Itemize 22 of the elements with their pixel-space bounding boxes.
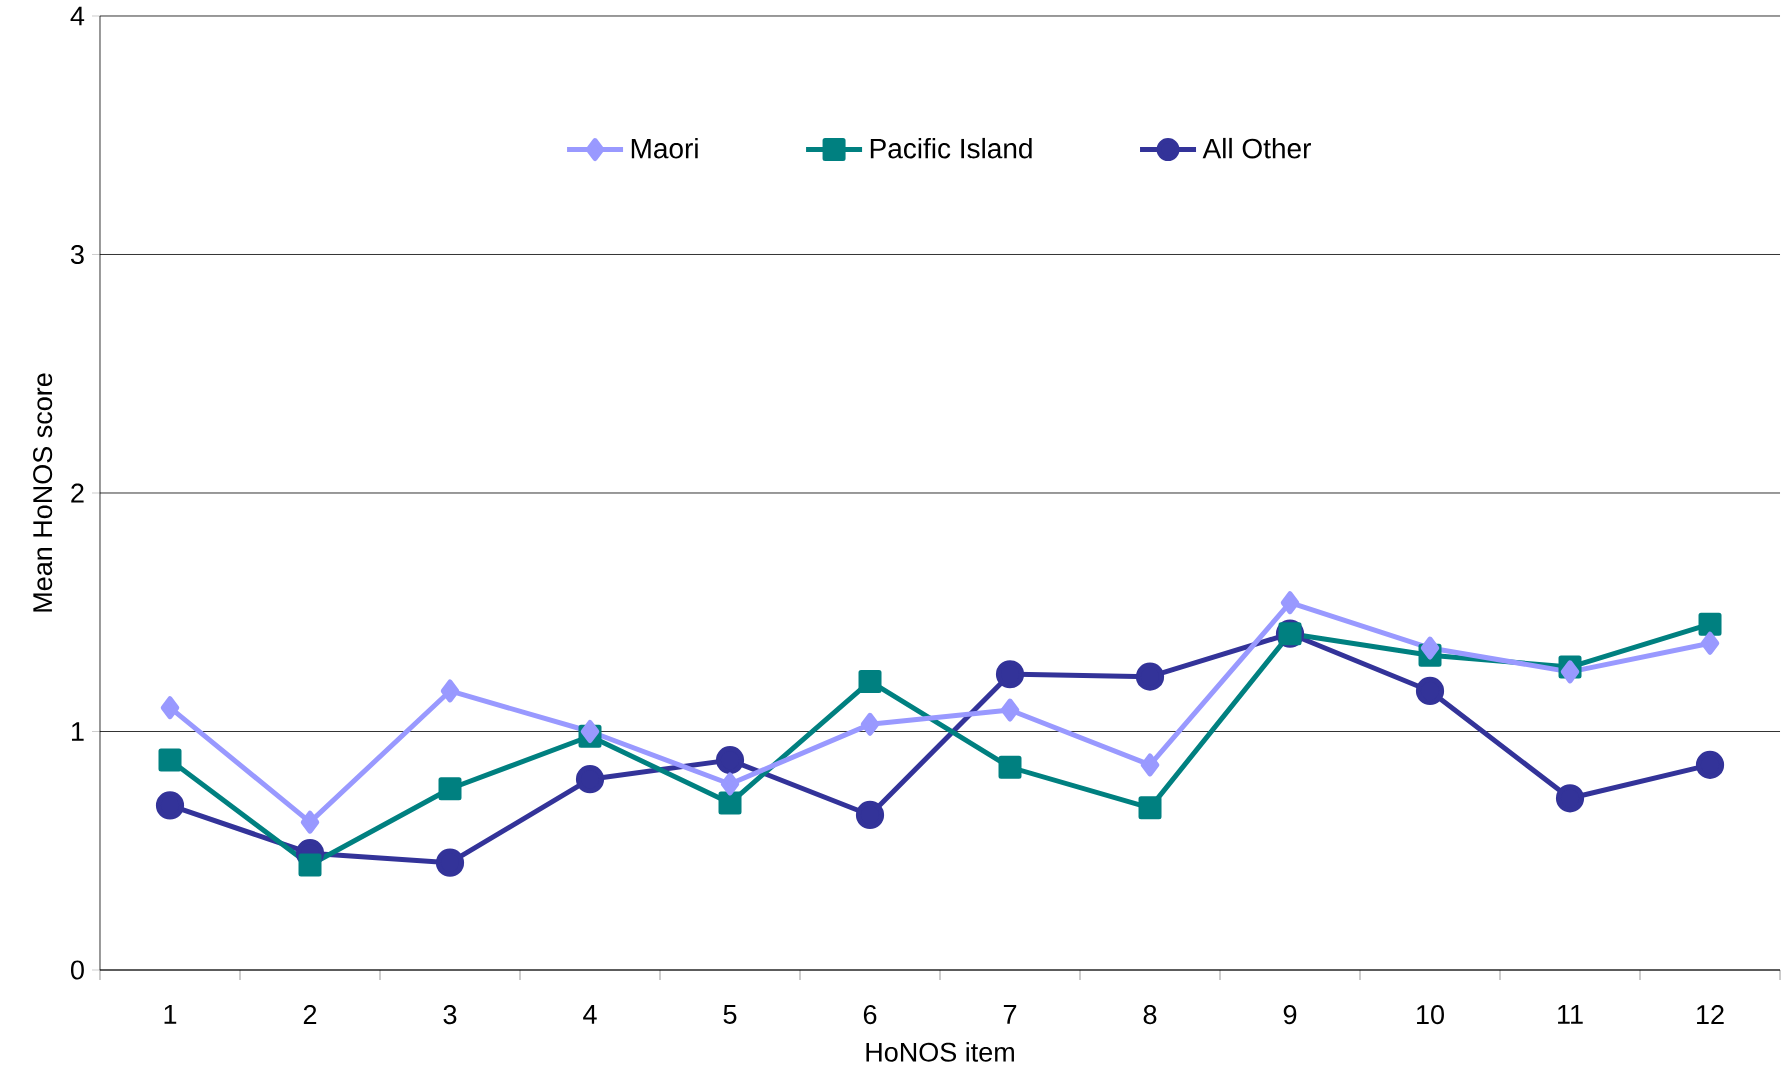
x-tick-label: 2 — [303, 1005, 317, 1024]
y-tick-label: 4 — [70, 6, 85, 26]
x-tick-label: 6 — [863, 1005, 877, 1025]
x-tick-label: 12 — [1697, 1005, 1724, 1024]
x-tick-label: 7 — [1003, 1005, 1017, 1024]
x-tick-label: 4 — [583, 1005, 597, 1024]
x-tick-label: 8 — [1143, 1005, 1157, 1025]
legend-label: Maori — [631, 137, 698, 159]
legend-label: Pacific Island — [870, 137, 1032, 159]
x-tick-label: 9 — [1283, 1005, 1297, 1025]
x-tick-label: 1 — [164, 1005, 177, 1024]
legend-label: All Other — [1202, 137, 1311, 159]
y-tick-label: 0 — [70, 960, 84, 980]
y-tick-label: 1 — [71, 722, 84, 741]
x-axis-title: HoNOS item — [866, 1041, 1014, 1062]
x-tick-label: 10 — [1417, 1005, 1444, 1025]
x-tick-label: 5 — [723, 1005, 737, 1024]
x-tick-label: 3 — [443, 1005, 457, 1025]
y-tick-label: 3 — [70, 244, 84, 265]
y-axis-title: Mean HoNOS score — [33, 373, 53, 612]
x-tick-label: 11 — [1558, 1005, 1583, 1024]
y-tick-label: 2 — [71, 483, 84, 503]
